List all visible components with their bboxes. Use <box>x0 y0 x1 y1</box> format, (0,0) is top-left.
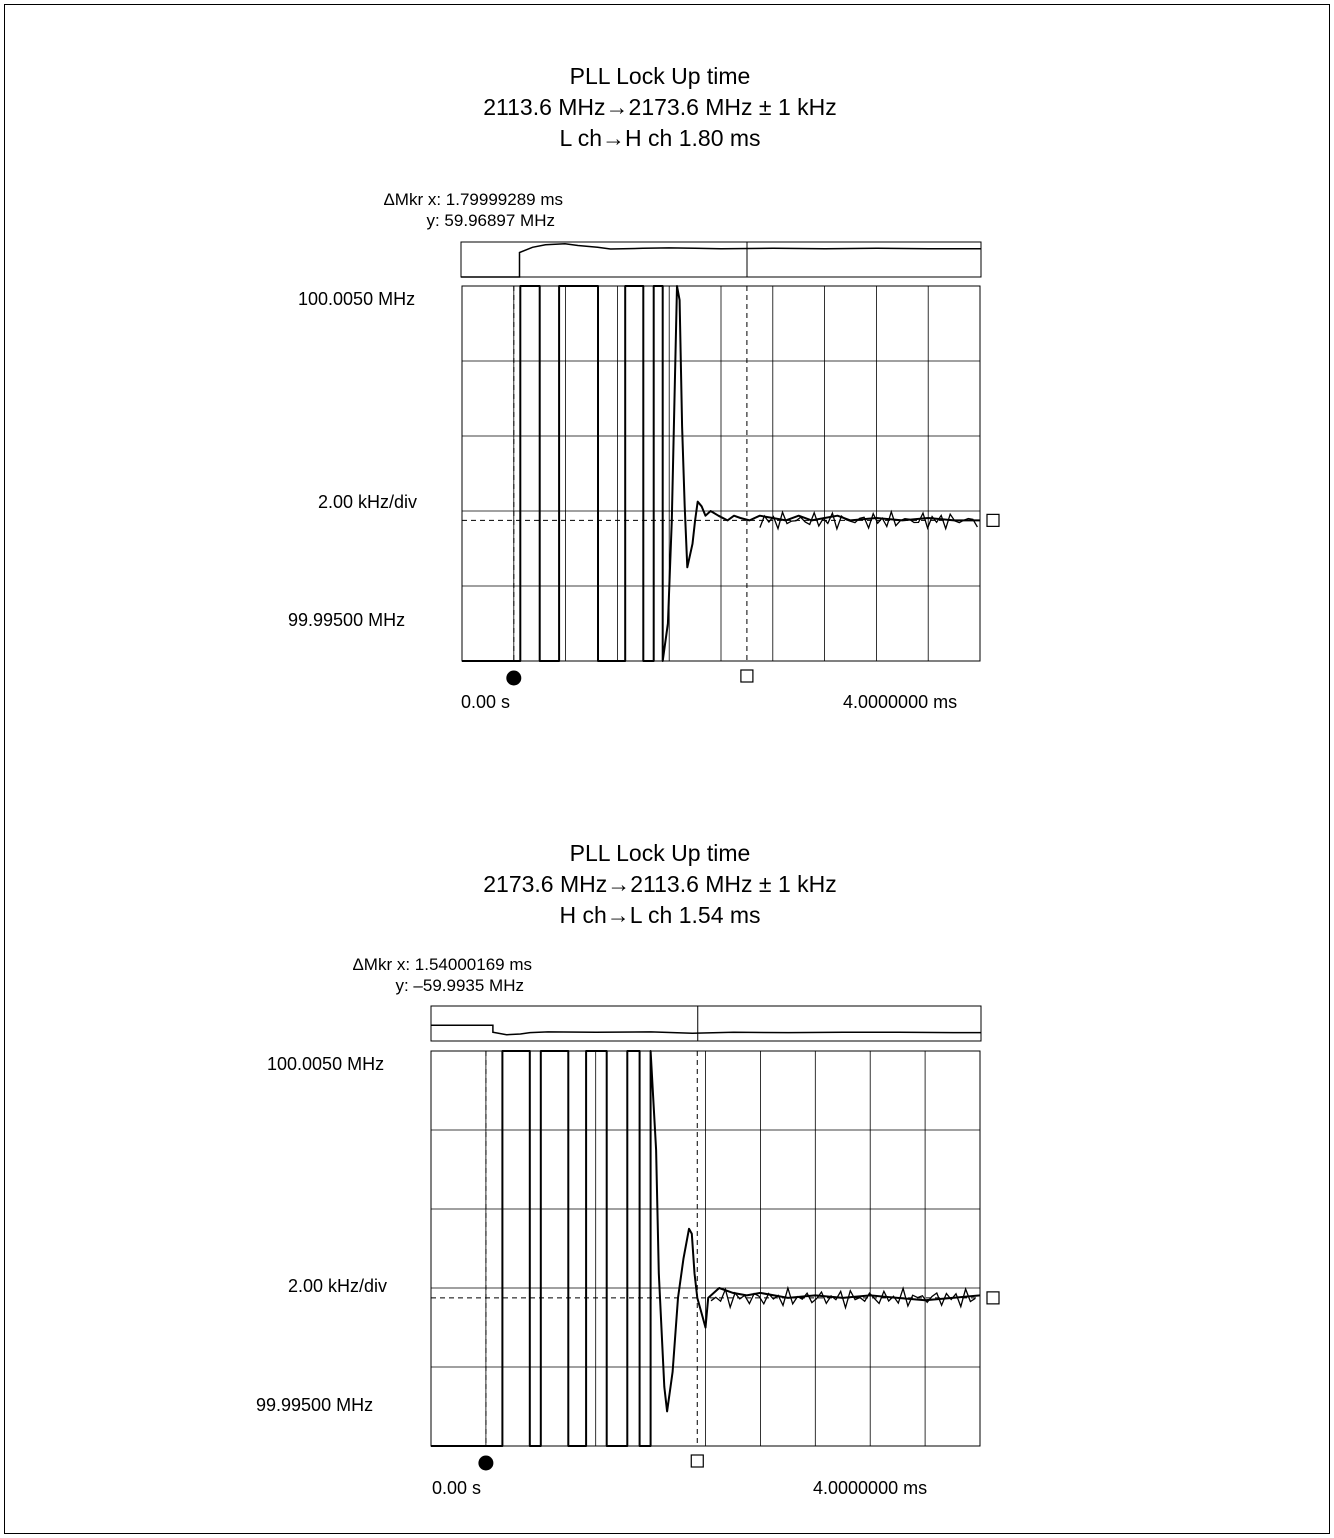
chart1-marker-y: y: 59.96897 MHz <box>426 211 555 230</box>
chart2-y-top-label: 100.0050 MHz <box>267 1054 385 1074</box>
chart2-x-end-label: 4.0000000 ms <box>813 1478 928 1498</box>
chart1-title-line3: L ch→H ch 1.80 ms <box>559 125 761 151</box>
chart1-marker2-square <box>740 669 754 683</box>
chart1-title: PLL Lock Up time 2113.6 MHz→2173.6 MHz ±… <box>400 61 920 154</box>
chart1-x-end-label: 4.0000000 ms <box>843 692 958 712</box>
chart2-x-start-label: 0.00 s <box>432 1478 482 1498</box>
chart1-ref-level-square <box>986 513 1000 527</box>
chart2-settled-noise <box>710 1285 976 1311</box>
chart1-x-start-label: 0.00 s <box>461 692 511 712</box>
chart1-y-top-label: 100.0050 MHz <box>298 289 416 309</box>
chart1-marker-readout: ΔMkr x: 1.79999289 ms y: 59.96897 MHz <box>250 189 563 231</box>
page-frame <box>4 4 1330 1534</box>
chart1-title-line2: 2113.6 MHz→2173.6 MHz ± 1 kHz <box>483 94 837 120</box>
chart2-title-line1: PLL Lock Up time <box>569 840 751 866</box>
chart2-ref-level-square <box>986 1291 1000 1305</box>
chart2-overview-trace <box>431 1024 981 1036</box>
chart2-y-bottom-label: 99.99500 MHz <box>256 1395 374 1415</box>
chart2-title: PLL Lock Up time 2173.6 MHz→2113.6 MHz ±… <box>400 838 920 931</box>
chart1-title-line1: PLL Lock Up time <box>569 63 751 89</box>
chart2-overview-frame <box>430 1005 982 1042</box>
chart2-title-line3: H ch→L ch 1.54 ms <box>559 902 761 928</box>
chart1-marker-x: ΔMkr x: 1.79999289 ms <box>383 190 563 209</box>
chart1-y-bottom-label: 99.99500 MHz <box>288 610 406 630</box>
chart2-marker-readout: ΔMkr x: 1.54000169 ms y: –59.9935 MHz <box>220 954 532 996</box>
chart2-title-line2: 2173.6 MHz→2113.6 MHz ± 1 kHz <box>483 871 837 897</box>
chart2-marker1-dot <box>478 1455 494 1471</box>
chart1-y-scale-label: 2.00 kHz/div <box>318 492 418 512</box>
chart2-marker-y: y: –59.9935 MHz <box>395 976 524 995</box>
chart2-marker2-square <box>690 1454 704 1468</box>
chart2-y-scale-label: 2.00 kHz/div <box>288 1276 388 1296</box>
chart1-settled-noise <box>759 509 978 532</box>
chart1-overview-frame <box>460 241 982 278</box>
chart1-marker1-dot <box>506 670 522 686</box>
chart1-overview-trace <box>461 243 981 278</box>
chart2-marker-x: ΔMkr x: 1.54000169 ms <box>352 955 532 974</box>
